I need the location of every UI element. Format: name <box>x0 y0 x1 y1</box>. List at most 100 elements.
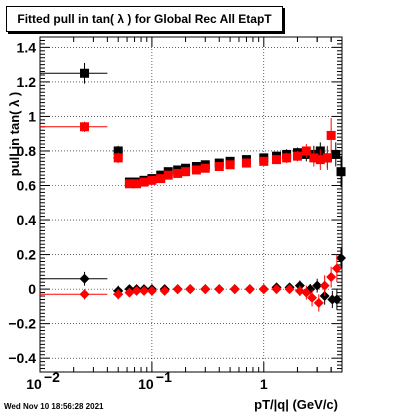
diamond-marker <box>113 289 124 300</box>
data-point <box>113 152 123 164</box>
data-point <box>244 284 255 295</box>
data-point <box>336 247 347 269</box>
data-point <box>272 155 282 165</box>
y-tick-label: 0.4 <box>17 212 37 228</box>
data-point <box>284 284 295 295</box>
diamond-marker <box>307 292 318 303</box>
square-marker <box>80 122 90 132</box>
data-point <box>163 170 173 180</box>
diamond-marker <box>326 272 337 283</box>
data-point <box>241 158 251 168</box>
data-point <box>139 177 149 187</box>
diamond-marker <box>271 284 282 295</box>
data-point <box>259 156 269 166</box>
y-tick-label: 0.2 <box>17 247 37 263</box>
square-marker <box>156 174 166 184</box>
y-tick-label: 1.4 <box>17 39 37 55</box>
data-point <box>181 167 191 177</box>
data-point <box>40 62 108 84</box>
square-marker <box>272 155 282 165</box>
data-point <box>214 284 225 295</box>
data-point <box>124 287 135 298</box>
x-tick-exponent: −2 <box>44 369 60 385</box>
y-tick-label: 0 <box>28 281 36 297</box>
y-tick-label: 0.6 <box>17 178 37 194</box>
diamond-marker <box>284 284 295 295</box>
data-point <box>40 271 108 286</box>
diamond-marker <box>301 287 312 298</box>
square-marker <box>132 179 142 189</box>
data-point <box>331 142 341 167</box>
square-marker <box>309 153 319 163</box>
data-point <box>326 118 336 153</box>
square-marker <box>113 146 123 156</box>
data-point <box>331 254 342 283</box>
data-point <box>326 266 337 288</box>
data-point <box>336 156 346 188</box>
x-tick-label: 1 <box>260 376 268 392</box>
square-marker <box>326 130 336 140</box>
data-point <box>331 289 342 310</box>
data-point <box>271 284 282 295</box>
data-point <box>200 163 210 173</box>
square-marker <box>124 179 134 189</box>
square-marker <box>147 175 157 185</box>
y-tick-label: 0.8 <box>17 143 37 159</box>
diamond-marker <box>159 285 170 296</box>
data-point <box>40 289 108 300</box>
data-point <box>229 284 240 295</box>
square-marker <box>241 158 251 168</box>
square-marker <box>191 165 201 175</box>
data-point <box>214 162 224 172</box>
data-point <box>225 160 235 170</box>
x-tick-exponent: −1 <box>156 369 172 385</box>
square-marker <box>113 153 123 163</box>
x-tick-label: 10 <box>26 376 42 392</box>
y-tick-label: 1 <box>28 108 36 124</box>
square-marker <box>163 170 173 180</box>
data-point <box>156 174 166 184</box>
square-marker <box>315 155 325 165</box>
diamond-marker <box>331 294 342 305</box>
diamond-marker <box>258 284 269 295</box>
data-point <box>258 284 269 295</box>
diamond-marker <box>312 280 323 291</box>
chart-title-box: Fitted pull in tan( λ ) for Global Rec A… <box>6 6 283 32</box>
data-point <box>322 145 332 170</box>
series-3 <box>40 247 347 310</box>
data-point <box>282 152 292 164</box>
diamond-marker <box>319 280 330 291</box>
data-point <box>307 289 318 307</box>
square-marker <box>80 68 90 78</box>
data-point <box>173 168 183 178</box>
data-point <box>138 285 149 296</box>
data-point <box>146 285 157 296</box>
diamond-marker <box>229 284 240 295</box>
grid-layer <box>39 37 342 372</box>
data-point <box>185 284 196 295</box>
tick-layer <box>39 36 343 373</box>
diamond-marker <box>138 285 149 296</box>
square-marker <box>200 163 210 173</box>
series-2 <box>40 118 336 189</box>
diamond-marker <box>244 284 255 295</box>
diamond-marker <box>214 284 225 295</box>
square-marker <box>322 153 332 163</box>
data-point <box>319 275 330 297</box>
diamond-marker <box>131 285 142 296</box>
square-marker <box>282 153 292 163</box>
data-point <box>172 284 183 295</box>
chart-title: Fitted pull in tan( λ ) for Global Rec A… <box>17 12 272 26</box>
data-point <box>40 121 108 132</box>
diamond-marker <box>146 285 157 296</box>
diamond-marker <box>124 287 135 298</box>
plot-frame <box>39 36 343 373</box>
data-point <box>315 149 325 170</box>
square-marker <box>173 168 183 178</box>
square-marker <box>259 156 269 166</box>
data-point <box>113 289 124 300</box>
data-point <box>313 294 324 312</box>
data-point <box>147 175 157 185</box>
data-point <box>131 285 142 296</box>
